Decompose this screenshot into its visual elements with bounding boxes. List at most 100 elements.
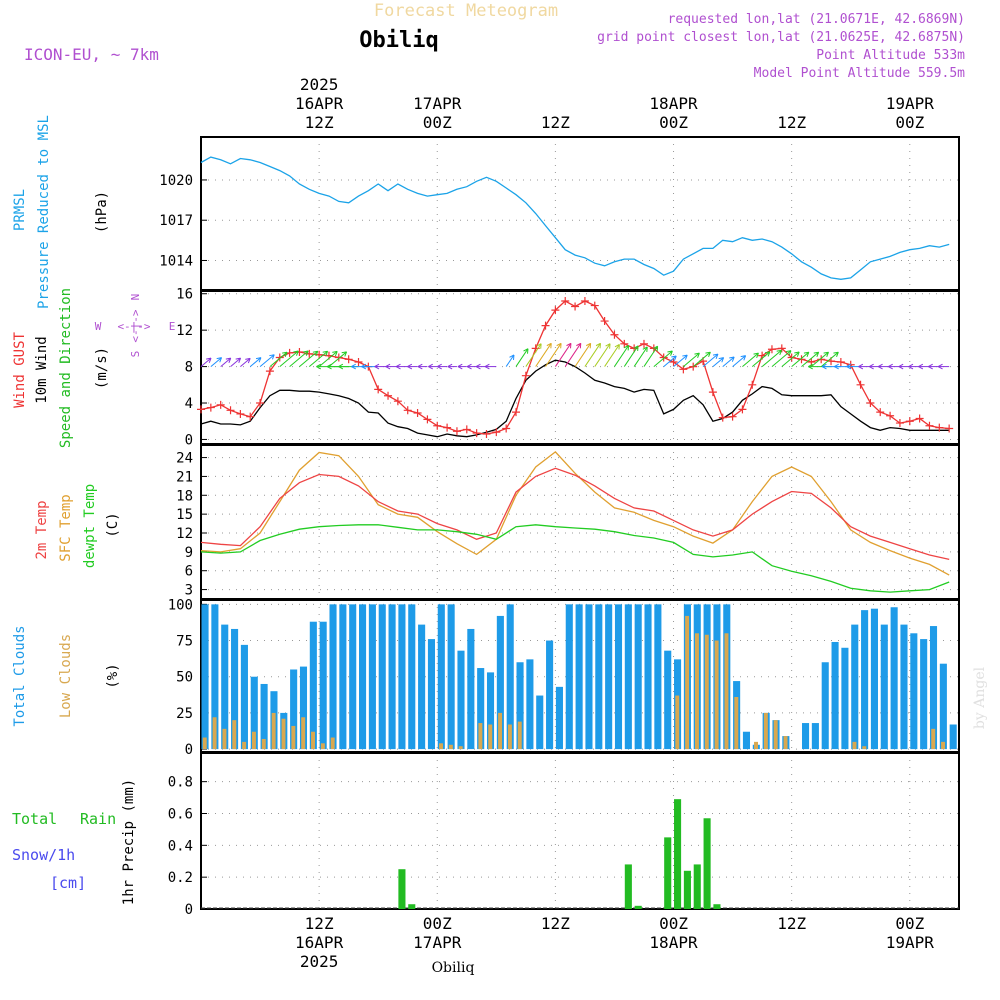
time-label: 12Z — [305, 113, 334, 132]
wind-gust-line-marker — [659, 353, 668, 362]
low-clouds-bar — [498, 712, 503, 750]
wind-direction-arrowhead — [293, 350, 299, 356]
low-clouds-bar — [675, 695, 680, 750]
low-clouds-bar — [291, 725, 296, 750]
total-clouds-bar — [880, 624, 888, 750]
wind-gust-line-marker — [246, 412, 255, 421]
wind-direction-arrow — [308, 350, 328, 367]
total-clouds-bar — [565, 604, 573, 750]
wind-direction-arrowhead — [605, 343, 611, 349]
total-clouds-bar — [516, 662, 524, 750]
wind-direction-arrowhead — [753, 352, 759, 358]
wind-gust-line-marker — [462, 425, 471, 434]
wind-gust-line-marker — [256, 399, 265, 408]
total-clouds-bar — [900, 624, 908, 750]
wind-direction-arrowhead — [447, 363, 453, 370]
wind-direction-arrow — [289, 350, 309, 367]
time-label: 2025 — [300, 952, 339, 971]
wind-gust-line-marker — [443, 423, 452, 432]
wind-gust-line-marker — [541, 321, 550, 330]
wind-direction-arrowhead — [235, 357, 242, 364]
wind-direction-arrow — [692, 351, 711, 367]
temp-ytick-label: 9 — [185, 545, 193, 561]
wind-gust-line-marker — [374, 385, 383, 394]
precip-ytick-label: 0.8 — [168, 775, 193, 791]
wind-gust-line-marker — [620, 339, 629, 348]
wind-direction-arrowhead — [729, 356, 735, 362]
temp-labels: 2m Temp SFC Temp dewpt Temp (C) — [34, 484, 121, 568]
rain-bar — [664, 837, 672, 909]
wind-gust-line-marker — [551, 306, 560, 315]
wind-direction-arrow — [811, 351, 829, 367]
wind-direction-arrowhead — [269, 354, 275, 360]
total-clouds-bar — [299, 666, 308, 750]
low-clouds-bar — [320, 743, 325, 750]
time-label: 00Z — [895, 914, 924, 933]
clouds-ytick-label: 50 — [176, 670, 193, 686]
total-clouds-bar — [575, 604, 583, 750]
credit-watermark: by Angel — [972, 666, 988, 729]
requested-coords: requested lon,lat (21.0671E, 42.6869N) — [668, 12, 965, 27]
precip-ytick-label: 0 — [185, 902, 193, 918]
wind-10m-label: 10m Wind — [34, 336, 50, 403]
total-clouds-bar — [201, 604, 209, 750]
wind-direction-arrowhead — [585, 342, 592, 349]
total-label: Total — [12, 810, 57, 828]
wind-direction-arrowhead — [316, 363, 322, 370]
temp-ytick-label: 3 — [185, 583, 193, 599]
wind-gust-line-marker — [610, 330, 619, 339]
wind-ytick-label: 12 — [176, 323, 193, 339]
wind-direction-arrowhead — [833, 351, 839, 358]
wind-gust-line-marker — [275, 353, 284, 362]
total-clouds-bar — [418, 624, 426, 750]
wind-direction-arrowhead — [908, 363, 914, 370]
compass-axis: <-|-> — [129, 309, 142, 342]
rain-bar — [634, 905, 642, 909]
low-clouds-bar — [439, 743, 443, 750]
total-clouds-bar — [240, 644, 248, 750]
wind-gust-line-marker — [571, 302, 580, 311]
wind-speed-line — [200, 359, 950, 438]
temp-2m-label: 2m Temp — [34, 500, 50, 559]
low-clouds-bar — [448, 744, 453, 750]
total-clouds-bar — [929, 626, 938, 750]
low-clouds-bar — [685, 615, 690, 750]
wind-gust-line-marker — [797, 355, 806, 364]
pressure-line — [200, 156, 950, 280]
low-clouds-bar — [330, 737, 335, 750]
total-clouds-bar — [250, 676, 258, 750]
wind-direction-arrow — [732, 355, 746, 367]
wind-direction-arrowhead — [776, 349, 783, 356]
total-clouds-bar — [388, 604, 396, 750]
low-clouds-bar — [773, 720, 778, 750]
wind-direction-arrowhead — [877, 363, 883, 370]
pressure-panel: 1014 1017 1020 — [159, 136, 960, 291]
total-clouds-bar — [546, 640, 554, 750]
wind-direction-arrow — [220, 357, 232, 367]
wind-direction-arrowhead — [523, 348, 529, 354]
wind-gust-line-marker — [206, 403, 215, 412]
clouds-ytick-label: 0 — [185, 742, 193, 758]
precip-ytick-label: 0.6 — [168, 806, 193, 822]
wind-gust-line-marker — [787, 353, 796, 362]
total-clouds-bar — [654, 604, 662, 750]
wind-gust-line-marker — [895, 419, 904, 428]
total-clouds-bar — [457, 650, 465, 750]
wind-gust-line-marker — [836, 358, 845, 367]
wind-gust-line-marker — [669, 358, 678, 367]
wind-direction-arrowhead — [652, 345, 659, 352]
total-clouds-bar — [742, 731, 751, 750]
compass-south: S — [129, 351, 142, 358]
wind-gust-line-marker — [265, 367, 274, 376]
temp-ytick-label: 18 — [176, 488, 193, 504]
wind-direction-arrow — [299, 350, 319, 367]
wind-direction-arrowhead — [255, 357, 262, 363]
wind-gust-line-marker — [866, 399, 875, 408]
total-clouds-bar — [890, 607, 898, 750]
wind-direction-arrowhead — [312, 350, 319, 357]
total-clouds-bar — [378, 604, 386, 750]
wind-direction-arrow — [820, 351, 839, 367]
total-clouds-bar — [851, 624, 859, 750]
low-clouds-bar — [301, 717, 306, 750]
